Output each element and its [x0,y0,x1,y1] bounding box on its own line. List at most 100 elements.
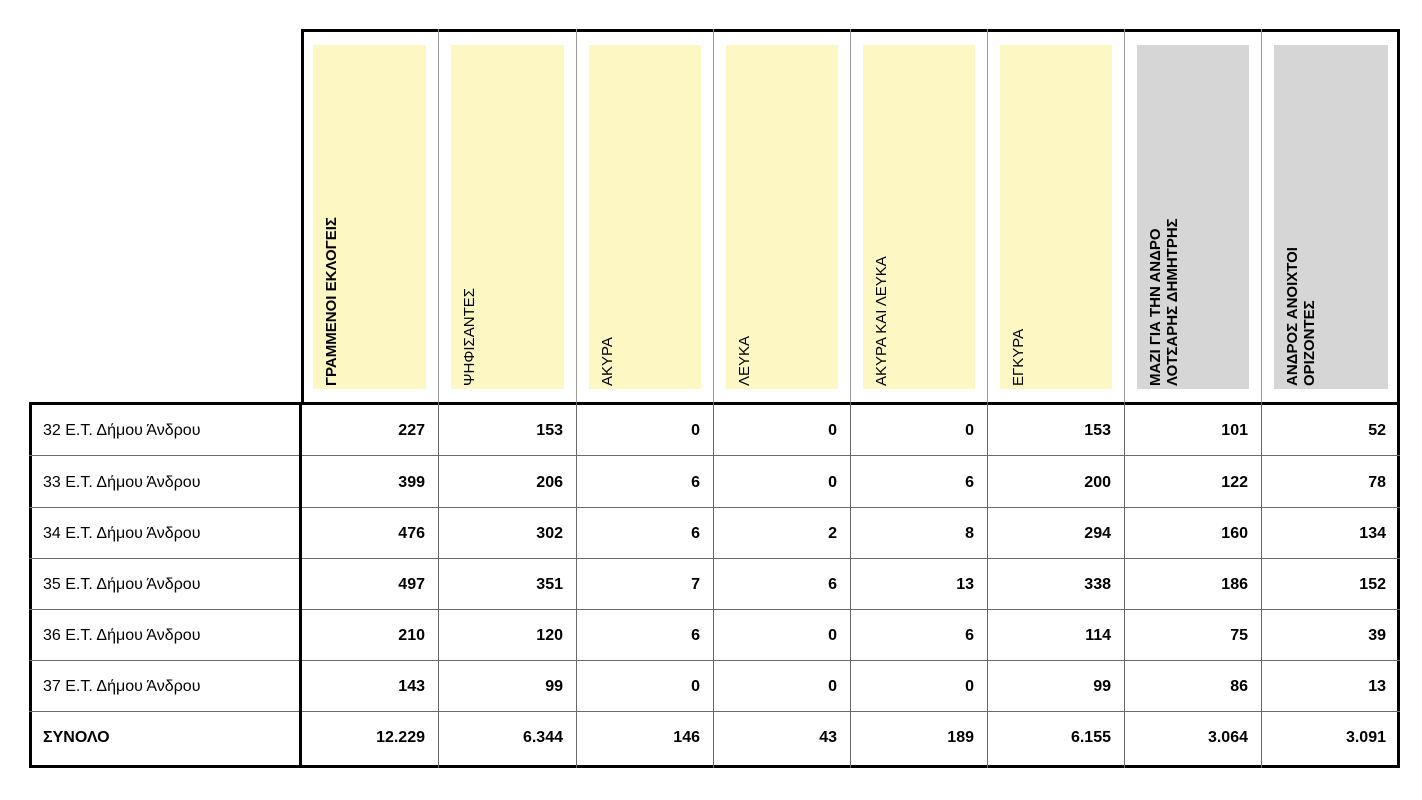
column-header-label: ΨΗΦΙΣΑΝΤΕΣ [461,287,478,386]
column-divider [1124,402,1125,768]
table-row: 36 Ε.Τ. Δήμου Άνδρου 210 120 6 0 6 114 75 39 [29,610,1400,661]
column-header-background [863,45,975,389]
value-cell: 210 [398,627,425,644]
value-cell: 153 [536,422,563,439]
column-header: ΜΑΖΙ ΓΙΑ ΤΗΝ ΑΝΔΡΟ ΛΟΤΣΑΡΗΣ ΔΗΜΗΤΡΗΣ [1125,29,1262,404]
column-header: ΑΝΔΡΟΣ ΑΝΟΙΧΤΟΙ ΟΡΙΖΟΝΤΕΣ [1262,29,1400,404]
value-cell: 146 [673,729,700,746]
total-row: ΣΥΝΟΛΟ 12.229 6.344 146 43 189 6.155 3.064 3.091 [29,712,1400,763]
total-label: ΣΥΝΟΛΟ [43,729,110,746]
value-cell: 6 [828,576,837,593]
row-label: 34 Ε.Τ. Δήμου Άνδρου [43,525,201,542]
column-header-label: ΑΚΥΡΑ [599,337,616,386]
value-cell: 120 [536,627,563,644]
value-cell: 351 [536,576,563,593]
value-cell: 206 [536,474,563,491]
value-cell: 12.229 [376,729,425,746]
value-cell: 338 [1084,576,1111,593]
value-cell: 294 [1084,525,1111,542]
value-cell: 3.091 [1345,729,1386,746]
column-header: ΨΗΦΙΣΑΝΤΕΣ [439,29,577,404]
value-cell: 52 [1368,422,1386,439]
value-cell: 3.064 [1207,729,1248,746]
value-cell: 6 [965,627,974,644]
column-divider [1261,402,1262,768]
value-cell: 6.155 [1070,729,1111,746]
value-cell: 189 [947,729,974,746]
column-header-label: ΛΕΥΚΑ [736,335,753,386]
value-cell: 152 [1359,576,1386,593]
value-cell: 497 [398,576,425,593]
column-divider [713,402,714,768]
row-label: 37 Ε.Τ. Δήμου Άνδρου [43,678,201,695]
value-cell: 186 [1221,576,1248,593]
column-header-background [451,45,564,389]
value-cell: 476 [398,525,425,542]
row-label: 33 Ε.Τ. Δήμου Άνδρου [43,474,201,491]
value-cell: 114 [1085,627,1111,644]
row-label: 32 Ε.Τ. Δήμου Άνδρου [43,422,201,439]
value-cell: 6 [691,474,700,491]
column-divider [576,402,577,768]
value-cell: 39 [1368,627,1386,644]
column-header: ΑΚΥΡΑ ΚΑΙ ΛΕΥΚΑ [851,29,988,404]
value-cell: 75 [1230,627,1248,644]
column-header-label: ΑΚΥΡΑ ΚΑΙ ΛΕΥΚΑ [873,256,890,386]
table-row: 37 Ε.Τ. Δήμου Άνδρου 143 99 0 0 0 99 86 13 [29,661,1400,712]
column-divider [438,402,439,768]
value-cell: 0 [828,422,837,439]
table-row: 32 Ε.Τ. Δήμου Άνδρου 227 153 0 0 0 153 101 52 [29,405,1400,456]
value-cell: 6 [691,525,700,542]
column-divider [987,402,988,768]
column-header: ΑΚΥΡΑ [577,29,714,404]
column-header: ΕΓΚΥΡΑ [988,29,1125,404]
value-cell: 160 [1221,525,1248,542]
column-divider [850,402,851,768]
label-column-divider [299,402,302,768]
value-cell: 6 [691,627,700,644]
column-header-background [1274,45,1388,389]
value-cell: 43 [819,729,837,746]
column-header-label: ΕΓΚΥΡΑ [1010,328,1027,386]
value-cell: 0 [965,678,974,695]
column-header: ΛΕΥΚΑ [714,29,851,404]
value-cell: 99 [1093,678,1111,695]
column-header-label: ΜΑΖΙ ΓΙΑ ΤΗΝ ΑΝΔΡΟ ΛΟΤΣΑΡΗΣ ΔΗΜΗΤΡΗΣ [1147,218,1181,386]
value-cell: 0 [828,678,837,695]
value-cell: 6 [965,474,974,491]
column-header-background [313,45,426,389]
value-cell: 8 [965,525,974,542]
value-cell: 2 [828,525,837,542]
value-cell: 0 [965,422,974,439]
row-label: 35 Ε.Τ. Δήμου Άνδρου [43,576,201,593]
value-cell: 101 [1221,422,1248,439]
table-row: 33 Ε.Τ. Δήμου Άνδρου 399 206 6 0 6 200 122 78 [29,457,1400,508]
value-cell: 0 [828,474,837,491]
value-cell: 6.344 [522,729,563,746]
value-cell: 7 [691,576,700,593]
column-header-background [589,45,701,389]
value-cell: 302 [536,525,563,542]
value-cell: 399 [398,474,425,491]
table-row: 34 Ε.Τ. Δήμου Άνδρου 476 302 6 2 8 294 160 134 [29,508,1400,559]
value-cell: 13 [1368,678,1386,695]
value-cell: 13 [956,576,974,593]
column-header-background [1137,45,1249,389]
column-header-background [1000,45,1112,389]
column-header: ΓΡΑΜΜΕΝΟΙ ΕΚΛΟΓΕΙΣ [301,29,439,404]
value-cell: 86 [1230,678,1248,695]
value-cell: 153 [1084,422,1111,439]
value-cell: 134 [1359,525,1386,542]
column-header-label: ΑΝΔΡΟΣ ΑΝΟΙΧΤΟΙ ΟΡΙΖΟΝΤΕΣ [1284,247,1318,386]
value-cell: 0 [691,422,700,439]
value-cell: 143 [398,678,425,695]
value-cell: 227 [398,422,425,439]
header-divider [29,402,1400,405]
value-cell: 122 [1221,474,1248,491]
column-header-label: ΓΡΑΜΜΕΝΟΙ ΕΚΛΟΓΕΙΣ [323,217,340,386]
value-cell: 78 [1368,474,1386,491]
table-row: 35 Ε.Τ. Δήμου Άνδρου 497 351 7 6 13 338 186 152 [29,559,1400,610]
value-cell: 99 [545,678,563,695]
row-label: 36 Ε.Τ. Δήμου Άνδρου [43,627,201,644]
value-cell: 200 [1084,474,1111,491]
